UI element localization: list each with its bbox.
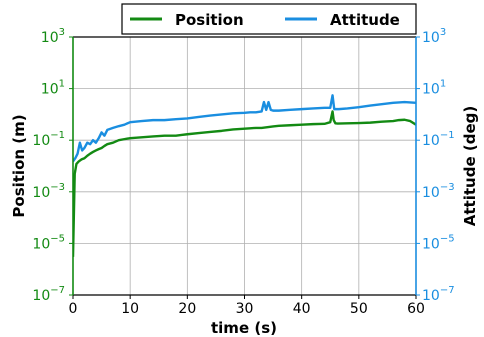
y-axis-label-left: Position (m) — [10, 114, 28, 217]
y-tick-base-right: 10 — [422, 82, 440, 98]
y-tick-exponent-left: −7 — [50, 285, 65, 296]
y-tick-base-right: 10 — [422, 288, 440, 304]
y-tick-label-right: 10−5 — [422, 233, 455, 252]
y-tick-exponent-right: −5 — [440, 233, 455, 244]
y-tick-exponent-right: −7 — [440, 285, 455, 296]
y-tick-label-left: 103 — [41, 27, 65, 46]
y-tick-exponent-right: −1 — [440, 130, 455, 141]
legend: Position Attitude — [121, 3, 417, 35]
series-line-position — [73, 110, 416, 257]
x-tick-label: 20 — [178, 301, 196, 317]
series-line-attitude — [73, 94, 416, 163]
y-tick-base-left: 10 — [32, 288, 50, 304]
x-tick-group: 0 10 20 30 40 50 60 — [69, 295, 425, 317]
y-tick-label-left: 10−7 — [32, 285, 65, 304]
x-tick-label: 30 — [236, 301, 254, 317]
y-tick-label-left: 10−5 — [32, 233, 65, 252]
y-tick-label-left: 101 — [41, 79, 65, 98]
y-tick-label-left: 10−1 — [32, 130, 65, 149]
y-tick-base-right: 10 — [422, 185, 440, 201]
x-tick-label: 10 — [121, 301, 139, 317]
y-tick-label-right: 103 — [422, 27, 446, 46]
y-tick-label-right: 10−3 — [422, 182, 455, 201]
y-tick-label-right: 101 — [422, 79, 446, 98]
y-axis-label-right: Attitude (deg) — [461, 106, 479, 226]
y-tick-exponent-right: 3 — [440, 27, 446, 38]
y-tick-base-right: 10 — [422, 30, 440, 46]
y-tick-label-right: 10−7 — [422, 285, 455, 304]
y-tick-exponent-left: −1 — [50, 130, 65, 141]
x-tick-label: 60 — [407, 301, 425, 317]
y-tick-exponent-left: 1 — [59, 79, 65, 90]
x-tick-label: 40 — [293, 301, 311, 317]
y-tick-base-right: 10 — [422, 133, 440, 149]
y-tick-exponent-left: −5 — [50, 233, 65, 244]
y-tick-base-left: 10 — [32, 133, 50, 149]
legend-box — [121, 3, 417, 35]
y-tick-base-left: 10 — [41, 30, 59, 46]
legend-label-position: Position — [175, 11, 244, 29]
y-tick-label-right: 10−1 — [422, 130, 455, 149]
y-tick-base-left: 10 — [32, 236, 50, 252]
y-tick-base-left: 10 — [41, 82, 59, 98]
y-tick-exponent-right: −3 — [440, 182, 455, 193]
y-tick-exponent-left: −3 — [50, 182, 65, 193]
y-tick-base-left: 10 — [32, 185, 50, 201]
legend-label-attitude: Attitude — [330, 11, 400, 29]
plot-clip-group — [73, 94, 416, 257]
y-tick-label-left: 10−3 — [32, 182, 65, 201]
x-tick-label: 50 — [350, 301, 368, 317]
grid — [73, 37, 416, 295]
x-tick-label: 0 — [69, 301, 78, 317]
x-axis-label: time (s) — [211, 319, 277, 337]
y-tick-exponent-left: 3 — [59, 27, 65, 38]
y-tick-exponent-right: 1 — [440, 79, 446, 90]
y-tick-base-right: 10 — [422, 236, 440, 252]
